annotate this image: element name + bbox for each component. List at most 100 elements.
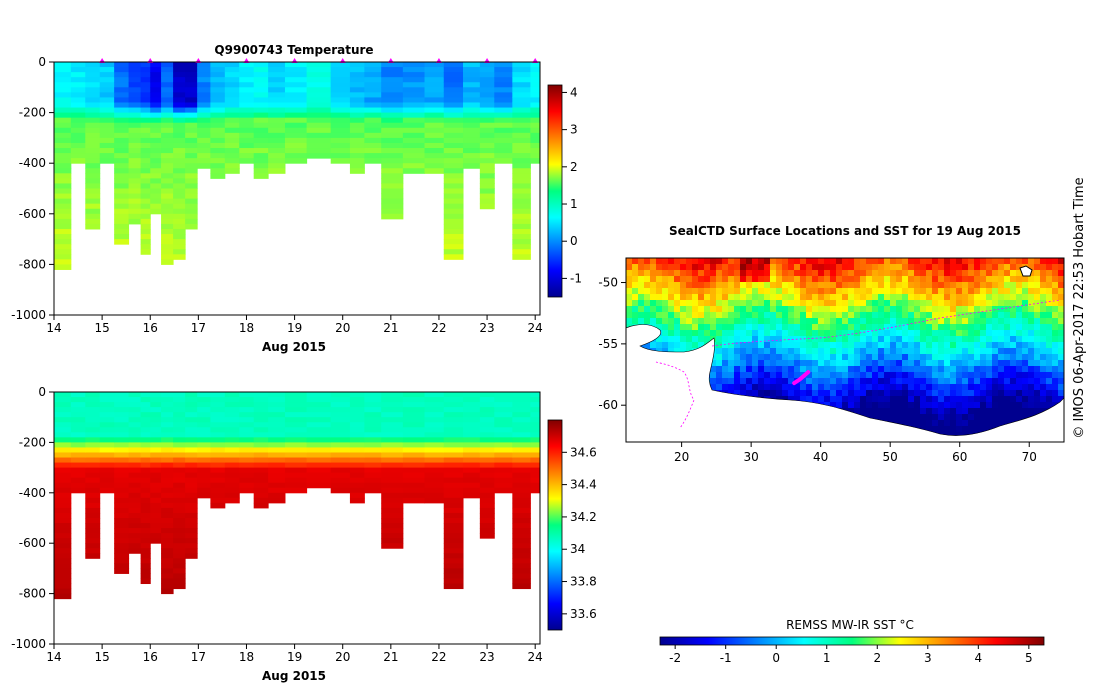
sst-cell [794, 270, 801, 277]
salinity-cell [99, 397, 115, 403]
salinity-cell [140, 457, 151, 464]
temperature-cell [443, 97, 464, 103]
sst-cell [1040, 360, 1047, 367]
sst-cell [1016, 288, 1023, 295]
sst-cell [770, 366, 777, 373]
salinity-cell [54, 427, 72, 433]
sst-cell [968, 258, 975, 265]
sst-cell [788, 348, 795, 355]
sst-cell [848, 276, 855, 283]
sst-cell [788, 330, 795, 337]
sst-cell [866, 354, 873, 361]
sst-cell [734, 282, 741, 289]
temperature-cell [330, 92, 351, 98]
sst-cell [1052, 348, 1059, 355]
sst-cell [764, 384, 771, 391]
sst-cell [878, 366, 885, 373]
temperature-cell [463, 142, 481, 149]
sst-cell [974, 426, 981, 433]
sst-cell [662, 318, 669, 325]
sst-cell [1040, 300, 1047, 307]
sst-cell [770, 294, 777, 301]
temperature-cell [185, 137, 198, 144]
temperature-cell [161, 82, 174, 88]
temperature-cell [349, 132, 365, 139]
sst-cell [848, 258, 855, 265]
sst-cell [872, 396, 879, 403]
sst-cell [992, 396, 999, 403]
temperature-cell [284, 97, 308, 103]
temperature-cell [512, 168, 531, 174]
sst-cell [770, 336, 777, 343]
sst-cell [668, 258, 675, 265]
sst-cell [656, 276, 663, 283]
salinity-cell [173, 548, 186, 554]
temperature-cell [70, 92, 86, 98]
temperature-cell [268, 163, 286, 169]
sst-cell [980, 330, 987, 337]
sst-cell [746, 324, 753, 331]
sst-cell [998, 282, 1005, 289]
salinity-cell [210, 392, 226, 398]
temperature-cell [128, 198, 142, 205]
sst-cell [806, 384, 813, 391]
salinity-cell [253, 487, 269, 494]
temperature-cell [512, 213, 531, 220]
temperature-cell [114, 218, 130, 225]
temperature-cell [173, 178, 186, 184]
sst-cell [848, 264, 855, 271]
temperature-cell [268, 127, 286, 134]
sst-cell [626, 282, 633, 289]
sst-cell [890, 258, 897, 265]
salinity-cell [463, 472, 481, 479]
temperature-cell [224, 132, 240, 139]
sst-cell [704, 336, 711, 343]
sst-cell [806, 378, 813, 385]
sst-cell [812, 336, 819, 343]
sst-cell [704, 330, 711, 337]
temperature-cell [381, 142, 404, 149]
sst-cell [626, 258, 633, 265]
sst-cell [824, 348, 831, 355]
sst-cell [866, 318, 873, 325]
sst-cell [950, 300, 957, 307]
sst-cell [1034, 258, 1041, 265]
sst-cell [794, 366, 801, 373]
salinity-cell [402, 392, 426, 398]
salinity-cell [140, 487, 151, 494]
sst-cell [752, 348, 759, 355]
sst-cell [776, 282, 783, 289]
sst-cell [944, 402, 951, 409]
temperature-cell [424, 87, 445, 93]
sst-cell [692, 318, 699, 325]
sst-cell [806, 336, 813, 343]
temperature-cell [479, 183, 495, 189]
temperature-cell [173, 183, 186, 189]
sst-cell [626, 288, 633, 295]
sst-cell [950, 270, 957, 277]
temperature-cell [494, 117, 513, 124]
sst-cell [968, 324, 975, 331]
temperature-y-axis: 0-200-400-600-800-1000 [11, 55, 54, 322]
sst-cell [1046, 366, 1053, 373]
temperature-cell [161, 102, 174, 109]
sst-cell [704, 294, 711, 301]
sst-cell [980, 366, 987, 373]
sst-cell [770, 288, 777, 295]
sst-cell [812, 318, 819, 325]
sst-cell [836, 366, 843, 373]
sst-cell [1004, 282, 1011, 289]
sst-cell [1058, 306, 1064, 313]
sst-cell [866, 384, 873, 391]
salinity-cell [381, 502, 404, 509]
sst-cell [956, 360, 963, 367]
salinity-cell [161, 477, 174, 484]
sst-cell [872, 294, 879, 301]
sst-cell [854, 306, 861, 313]
salinity-cell [253, 427, 269, 433]
salinity-cell [161, 462, 174, 469]
sst-cell [704, 324, 711, 331]
salinity-cell [364, 427, 382, 433]
sst-cell [692, 264, 699, 271]
salinity-cell [349, 392, 365, 398]
